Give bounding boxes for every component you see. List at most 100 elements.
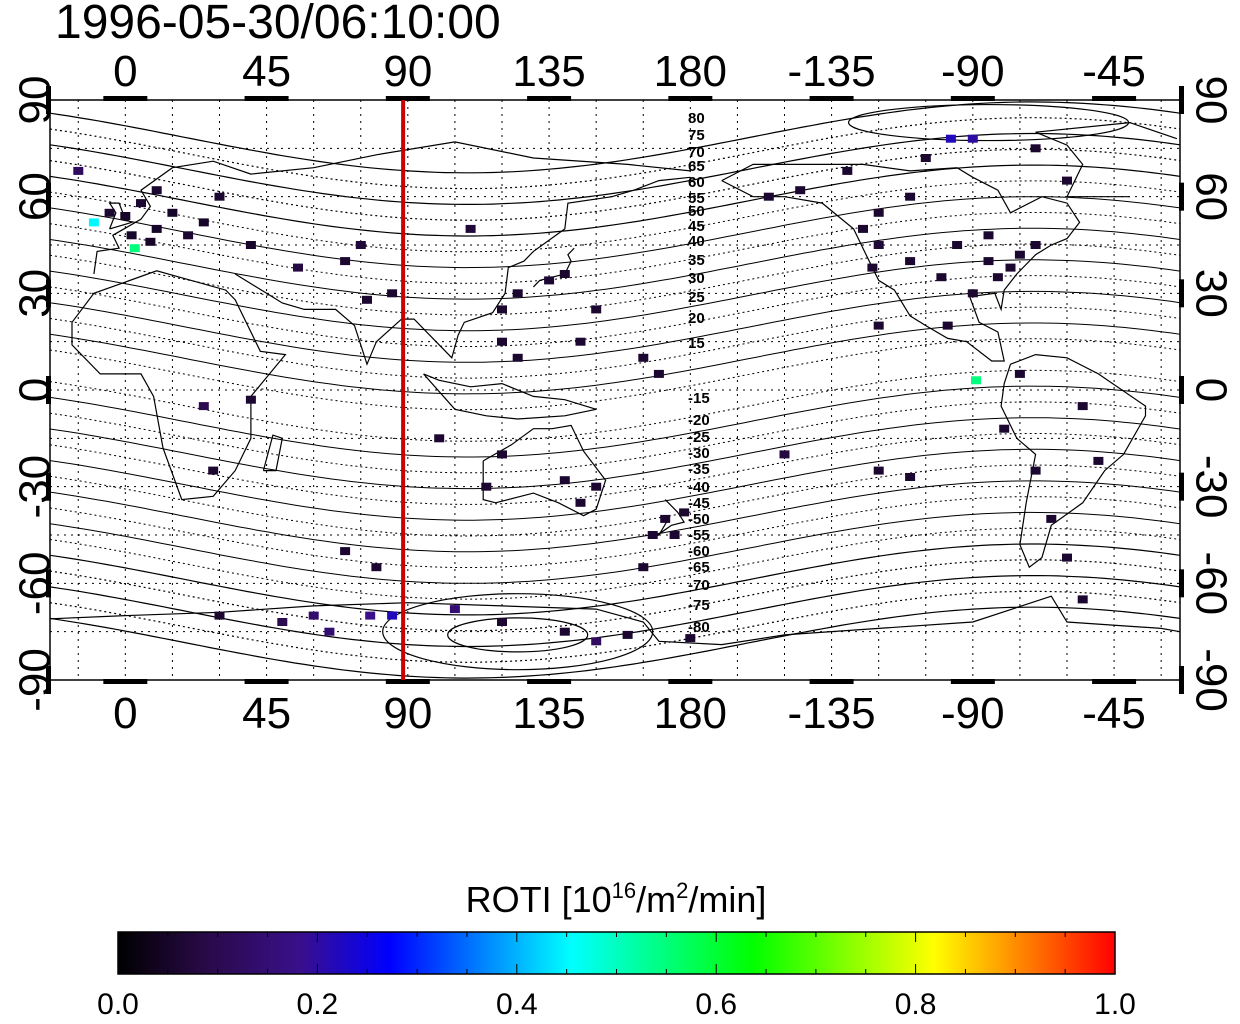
contour-line xyxy=(50,322,1180,395)
latitude-label-right: -90 xyxy=(1186,648,1235,712)
top-border-segment xyxy=(385,96,430,101)
roti-cell xyxy=(873,208,884,217)
roti-cell xyxy=(387,289,398,298)
contour-label: 45 xyxy=(688,218,705,235)
longitude-label-top: -45 xyxy=(1082,47,1146,96)
right-border-segment xyxy=(1179,182,1184,211)
south-pole-contour xyxy=(382,593,654,671)
contour-label: -30 xyxy=(688,445,710,462)
contour-line xyxy=(50,101,1180,174)
coastline-segment xyxy=(721,163,1081,362)
top-border-segment xyxy=(1092,96,1137,101)
contour-label: -80 xyxy=(688,619,710,636)
roti-cell xyxy=(245,241,256,249)
longitude-label-bottom: -90 xyxy=(941,689,1005,738)
roti-cell xyxy=(638,563,649,572)
roti-cell xyxy=(183,231,194,240)
contour-line xyxy=(50,543,1180,616)
bottom-border-segment xyxy=(1092,679,1137,684)
latitude-labels-right: 90 60 30 0 -30 -60 -90 xyxy=(1186,76,1235,712)
map-border-bars xyxy=(46,86,1184,694)
coastline-segment xyxy=(1000,353,1147,569)
left-border-segment xyxy=(46,86,51,114)
roti-cell xyxy=(575,337,586,346)
latitude-labels-left: 90 60 30 0 -30 -60 -90 xyxy=(11,76,60,712)
coastline-segment xyxy=(262,434,283,472)
contour-line xyxy=(50,180,1180,253)
contour-line xyxy=(50,496,1180,568)
roti-cell xyxy=(992,273,1003,282)
roti-cell xyxy=(905,473,916,481)
contour-label: 20 xyxy=(688,310,705,327)
coastlines xyxy=(50,121,1180,646)
roti-cell xyxy=(795,186,806,195)
contour-label: 80 xyxy=(688,110,705,127)
roti-cell xyxy=(591,305,602,314)
roti-cell xyxy=(120,212,131,220)
coastline-segment xyxy=(71,270,287,501)
contour-label: -45 xyxy=(688,495,710,512)
bottom-border-segment xyxy=(527,679,572,684)
top-border-segment xyxy=(103,96,148,101)
contour-label: -60 xyxy=(688,543,710,560)
roti-cell xyxy=(481,482,492,491)
bottom-border-segment xyxy=(103,679,148,684)
roti-cell xyxy=(967,289,978,298)
contour-line xyxy=(50,401,1180,474)
contour-line xyxy=(50,212,1180,284)
top-border-segment xyxy=(527,96,572,101)
contour-line xyxy=(50,243,1180,316)
top-border-segment xyxy=(244,96,289,101)
roti-cell xyxy=(497,305,507,314)
roti-cell xyxy=(660,514,671,523)
colorbar-tick-label: 0.8 xyxy=(895,988,937,1021)
coastline-segment xyxy=(93,141,691,275)
top-border-segment xyxy=(668,96,713,101)
roti-cell xyxy=(842,166,853,175)
contour-label: 55 xyxy=(688,190,705,207)
longitude-label-top: 0 xyxy=(113,47,137,96)
contour-label: -20 xyxy=(688,412,710,429)
contour-line xyxy=(50,196,1180,269)
roti-cell xyxy=(1030,241,1041,249)
roti-cell xyxy=(104,208,115,217)
map-frame xyxy=(49,99,1181,681)
right-border-segment xyxy=(1179,666,1184,694)
roti-cell xyxy=(277,618,288,626)
roti-cell xyxy=(293,263,303,272)
colorbar-tick-labels: 0.0 0.2 0.4 0.6 0.8 1.0 xyxy=(97,988,1136,1021)
roti-cell xyxy=(1077,595,1088,604)
roti-cell xyxy=(971,376,981,385)
roti-cell xyxy=(1005,263,1016,272)
longitude-label-bottom: 180 xyxy=(654,689,727,738)
contour-label: -15 xyxy=(688,390,710,407)
latitude-label-right: -60 xyxy=(1186,552,1235,616)
roti-cell xyxy=(952,241,963,249)
contour-label: -55 xyxy=(688,527,710,544)
roti-cells xyxy=(73,134,1104,646)
roti-cell xyxy=(1077,402,1088,411)
roti-cell xyxy=(779,450,790,459)
latitude-label-left: 90 xyxy=(11,76,60,125)
roti-cell xyxy=(905,192,916,201)
contour-label: 60 xyxy=(688,174,705,191)
roti-cell xyxy=(88,218,99,227)
roti-cell xyxy=(1062,176,1072,185)
colorbar-label: ROTI [1016/m2/min] xyxy=(466,878,767,920)
top-border-segment xyxy=(809,96,854,101)
contour-label: 50 xyxy=(688,203,705,220)
roti-cell xyxy=(1014,369,1025,378)
roti-cell xyxy=(559,627,570,636)
latitude-label-right: -30 xyxy=(1186,455,1235,519)
bottom-border-segment xyxy=(809,679,854,684)
roti-cell xyxy=(685,634,696,643)
bottom-border-segment xyxy=(668,679,713,684)
colorbar-tick-label: 0.0 xyxy=(97,988,139,1021)
roti-cell xyxy=(214,192,225,201)
contour-line xyxy=(50,369,1180,442)
roti-cell xyxy=(324,627,335,636)
contour-line xyxy=(50,464,1180,537)
longitude-label-bottom: -135 xyxy=(788,689,876,738)
latitude-label-left: -30 xyxy=(11,455,60,519)
